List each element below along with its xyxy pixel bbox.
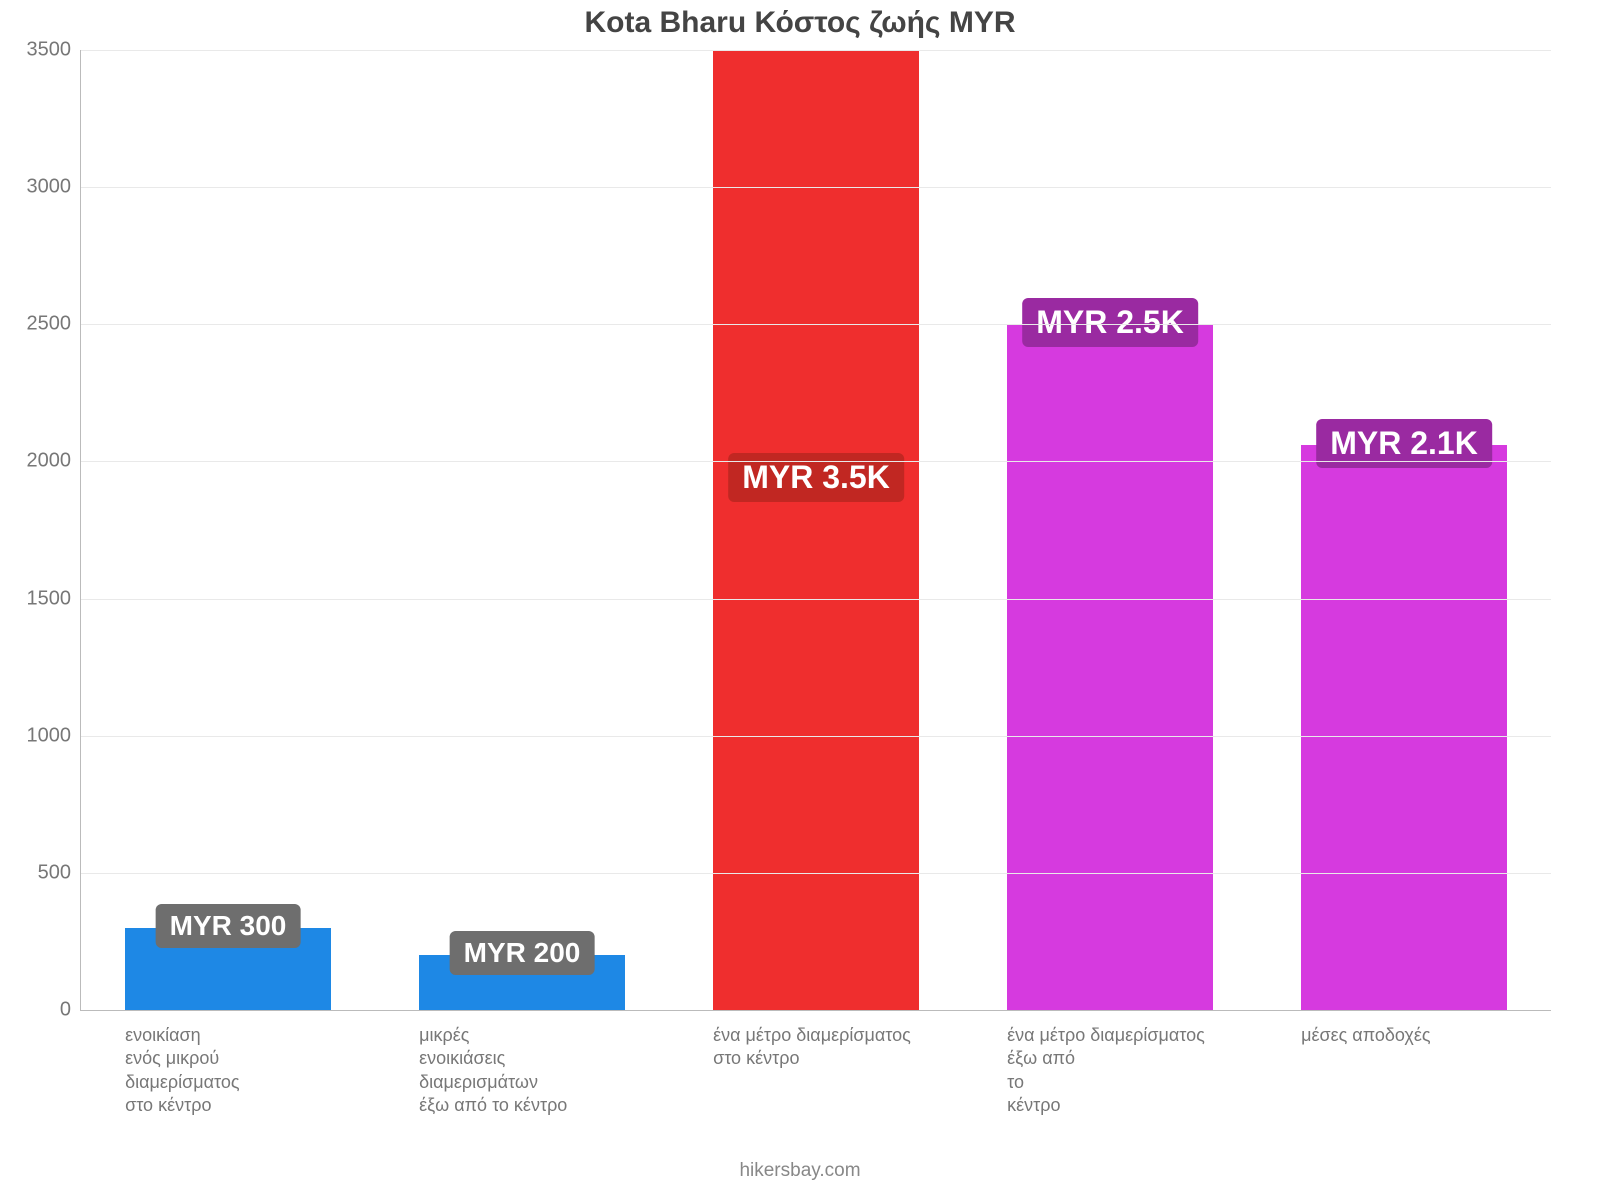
value-badge: MYR 2.1K xyxy=(1316,419,1492,468)
chart-footer: hikersbay.com xyxy=(0,1160,1600,1182)
bar xyxy=(1301,445,1507,1010)
y-tick-label: 3000 xyxy=(27,176,82,199)
grid-line xyxy=(81,599,1551,600)
x-axis-label-line: ένα μέτρο διαμερίσματος xyxy=(713,1024,919,1047)
grid-line xyxy=(81,873,1551,874)
x-axis-label-line: ένα μέτρο διαμερίσματος xyxy=(1007,1024,1213,1047)
x-axis-label-line: στο κέντρο xyxy=(713,1047,919,1070)
chart-container: Kota Bharu Κόστος ζωής MYR MYR 300 MYR 20… xyxy=(0,0,1600,1200)
y-tick-label: 500 xyxy=(38,861,81,884)
x-axis-label-line: έξω από το κέντρο xyxy=(419,1094,625,1117)
x-axis-label-line: ενοικίαση xyxy=(125,1024,331,1047)
x-axis-label-line: κέντρο xyxy=(1007,1094,1213,1117)
y-tick-label: 2000 xyxy=(27,450,82,473)
y-tick-label: 2500 xyxy=(27,313,82,336)
x-axis-label-line: έξω από xyxy=(1007,1047,1213,1070)
x-axis-label-line: μικρές xyxy=(419,1024,625,1047)
chart-title: Kota Bharu Κόστος ζωής MYR xyxy=(0,6,1600,40)
x-axis-label-line: το xyxy=(1007,1071,1213,1094)
value-badge: MYR 200 xyxy=(450,931,595,975)
grid-line xyxy=(81,324,1551,325)
bar xyxy=(713,50,919,1010)
plot-area: MYR 300MYR 200MYR 3.5KMYR 2.5KMYR 2.1K ε… xyxy=(80,50,1551,1011)
bar xyxy=(1007,324,1213,1010)
y-tick-label: 3500 xyxy=(27,39,82,62)
x-axis-label-line: διαμερισμάτων xyxy=(419,1071,625,1094)
x-axis-label-line: στο κέντρο xyxy=(125,1094,331,1117)
x-axis-label: ενοικίασηενός μικρούδιαμερίσματοςστο κέν… xyxy=(125,1024,331,1118)
x-axis-label-line: διαμερίσματος xyxy=(125,1071,331,1094)
x-axis-label: μέσες αποδοχές xyxy=(1301,1024,1507,1047)
x-axis-label: μικρέςενοικιάσειςδιαμερισμάτωνέξω από το… xyxy=(419,1024,625,1118)
y-tick-label: 1500 xyxy=(27,587,82,610)
y-tick-label: 0 xyxy=(60,999,81,1022)
y-tick-label: 1000 xyxy=(27,724,82,747)
grid-line xyxy=(81,736,1551,737)
x-axis-label-line: ενοικιάσεις xyxy=(419,1047,625,1070)
x-axis-label-line: μέσες αποδοχές xyxy=(1301,1024,1507,1047)
value-badge: MYR 300 xyxy=(156,904,301,948)
x-axis-label-line: ενός μικρού xyxy=(125,1047,331,1070)
grid-line xyxy=(81,50,1551,51)
grid-line xyxy=(81,461,1551,462)
x-axis-label: ένα μέτρο διαμερίσματοςστο κέντρο xyxy=(713,1024,919,1071)
grid-line xyxy=(81,187,1551,188)
x-axis-label: ένα μέτρο διαμερίσματοςέξω απότοκέντρο xyxy=(1007,1024,1213,1118)
bars-layer: MYR 300MYR 200MYR 3.5KMYR 2.5KMYR 2.1K xyxy=(81,50,1551,1010)
value-badge: MYR 2.5K xyxy=(1022,298,1198,347)
